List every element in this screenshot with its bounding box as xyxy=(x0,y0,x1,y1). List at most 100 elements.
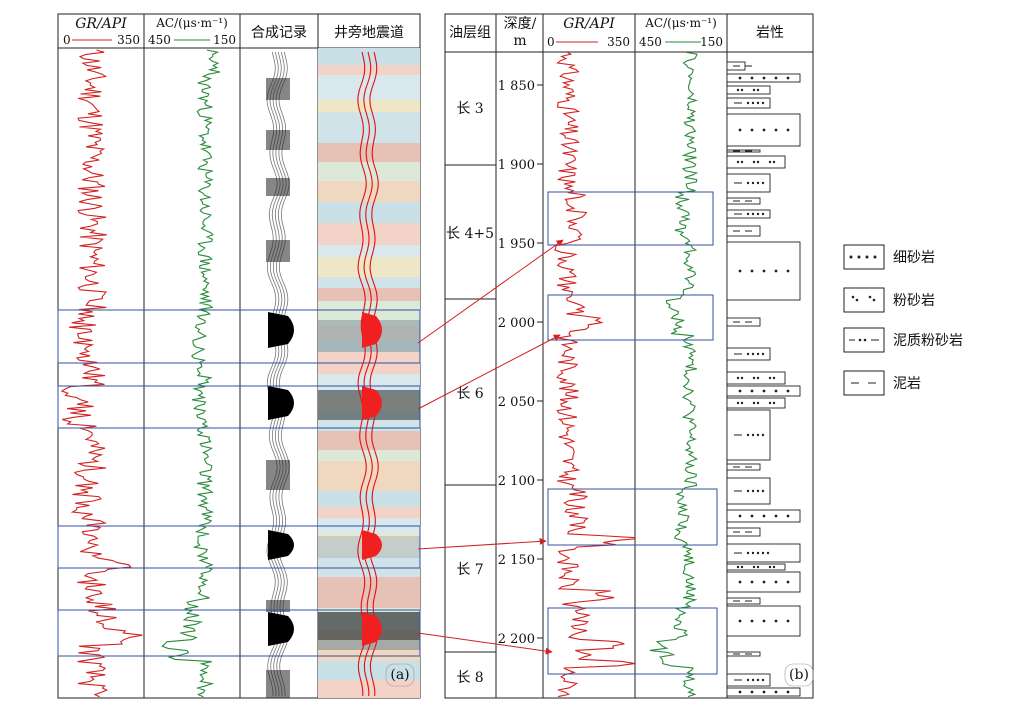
lithology-dot xyxy=(762,619,766,623)
panel-a-box-3 xyxy=(57,525,421,569)
panel-b-frame xyxy=(444,13,814,699)
panel-a-label: (a) xyxy=(390,667,409,683)
lithology-dot xyxy=(761,212,765,216)
trace-line xyxy=(275,51,287,697)
lithology-dot xyxy=(752,376,756,380)
synthetic-dense-band xyxy=(266,600,290,612)
lithology-layer xyxy=(726,563,786,571)
lithology-dot xyxy=(736,376,740,380)
lithology-dot xyxy=(756,551,760,555)
lithology-dot xyxy=(746,101,750,105)
lithology-dot xyxy=(766,551,770,555)
seismic-band xyxy=(318,277,420,288)
lithology-dot xyxy=(762,389,766,393)
lithology-dot xyxy=(762,269,766,273)
depth-label-2100: 2 100 xyxy=(498,474,535,489)
lithology-dot xyxy=(756,376,760,380)
lithology-dot xyxy=(768,565,772,569)
seismic-band xyxy=(318,143,420,162)
lithology-dot xyxy=(756,489,760,493)
panel-b-ac-max: 150 xyxy=(700,35,723,49)
lithology-layer xyxy=(726,85,771,95)
seismic-band xyxy=(318,257,420,277)
lithology-dot xyxy=(751,678,755,682)
lithology-dot xyxy=(750,269,754,273)
lithology-dot xyxy=(738,128,742,132)
synthetic-dense-band xyxy=(266,240,290,262)
formation-label-c8: 长 8 xyxy=(456,670,483,686)
lithology-dot xyxy=(786,580,790,584)
depth-label-1900: 1 900 xyxy=(498,158,535,173)
arrow-4 xyxy=(417,632,553,655)
lithology-dot xyxy=(738,269,742,273)
synthetic-dense-band xyxy=(266,78,290,100)
panel-b-ac-min: 450 xyxy=(639,35,662,49)
synthetic-dense-band xyxy=(266,178,290,196)
lithology-dot xyxy=(738,690,742,694)
lithology-dot xyxy=(756,212,760,216)
panel-a-gr-max: 350 xyxy=(117,33,140,47)
trace-line xyxy=(266,51,278,697)
panel-b-label-box xyxy=(784,663,814,687)
seismic-band xyxy=(318,555,420,577)
legend-mudstone-label: 泥岩 xyxy=(893,376,921,392)
lithology-dot xyxy=(746,433,750,437)
lithology-dot xyxy=(750,690,754,694)
lithology-layer xyxy=(726,597,761,605)
seismic-peak xyxy=(362,386,382,420)
lithology-dot xyxy=(774,690,778,694)
lithology-layer xyxy=(726,651,761,657)
lithology-dot xyxy=(738,619,742,623)
depth-axis: 1 850 1 900 1 950 2 000 2 050 2 100 2 15… xyxy=(498,79,543,647)
lithology-dot xyxy=(772,160,776,164)
lithology-dot xyxy=(738,580,742,584)
lithology-dot xyxy=(751,489,755,493)
lithology-dot xyxy=(774,389,778,393)
seismic-band xyxy=(318,181,420,202)
depth-label-2150: 2 150 xyxy=(498,553,535,568)
panel-b-depth-header: 深度/ xyxy=(504,16,537,32)
synthetic-dense-band xyxy=(266,460,290,490)
panel-b-gr-curve xyxy=(554,52,635,698)
lithology-layer xyxy=(726,397,786,409)
lithology-dot xyxy=(762,128,766,132)
lithology-dot xyxy=(786,389,790,393)
lithology-dot xyxy=(774,76,778,80)
lithology-dot xyxy=(751,212,755,216)
lithology-dot xyxy=(746,678,750,682)
panel-b-gr-max: 350 xyxy=(607,35,630,49)
lithology-dot xyxy=(756,101,760,105)
panel-a: GR/API 0 350 AC/(μs·m⁻¹) 450 150 合成记录 井旁… xyxy=(57,13,421,699)
lithology-dot xyxy=(768,160,772,164)
legend-muddy-silt-label: 泥质粉砂岩 xyxy=(893,333,963,349)
depth-label-2050: 2 050 xyxy=(498,395,535,410)
lithology-dot xyxy=(740,88,744,92)
lithology-layer xyxy=(726,463,761,471)
synthetic-dense-band xyxy=(266,130,290,150)
lithology-dot xyxy=(740,376,744,380)
panel-b-gr-min: 0 xyxy=(547,35,555,49)
panel-b-box-3 xyxy=(547,488,718,546)
lithology-dot xyxy=(751,433,755,437)
lithology-dot xyxy=(756,565,760,569)
legend-silt-label: 粉砂岩 xyxy=(893,293,935,309)
arrow-2 xyxy=(417,334,561,410)
lithology-dot xyxy=(750,128,754,132)
lithology-dot xyxy=(761,678,765,682)
seismic-band xyxy=(318,100,420,112)
panel-b-ac-curve xyxy=(649,52,699,698)
lithology-layer xyxy=(726,197,761,205)
panel-a-ac-min: 450 xyxy=(148,33,171,47)
lithology-dot xyxy=(740,401,744,405)
panel-a-gr-min: 0 xyxy=(63,33,71,47)
panel-a-synthetic-header: 合成记录 xyxy=(251,25,307,41)
lithology-dot xyxy=(736,401,740,405)
lithology-dot xyxy=(786,619,790,623)
panel-b-lithology-header: 岩性 xyxy=(756,25,784,41)
panel-a-ac-max: 150 xyxy=(213,33,236,47)
lithology-dot xyxy=(762,514,766,518)
lithology-dot xyxy=(772,401,776,405)
seismic-peak xyxy=(362,530,382,560)
lithology-dot xyxy=(761,551,765,555)
legend-fine-sand-label: 细砂岩 xyxy=(893,250,935,266)
